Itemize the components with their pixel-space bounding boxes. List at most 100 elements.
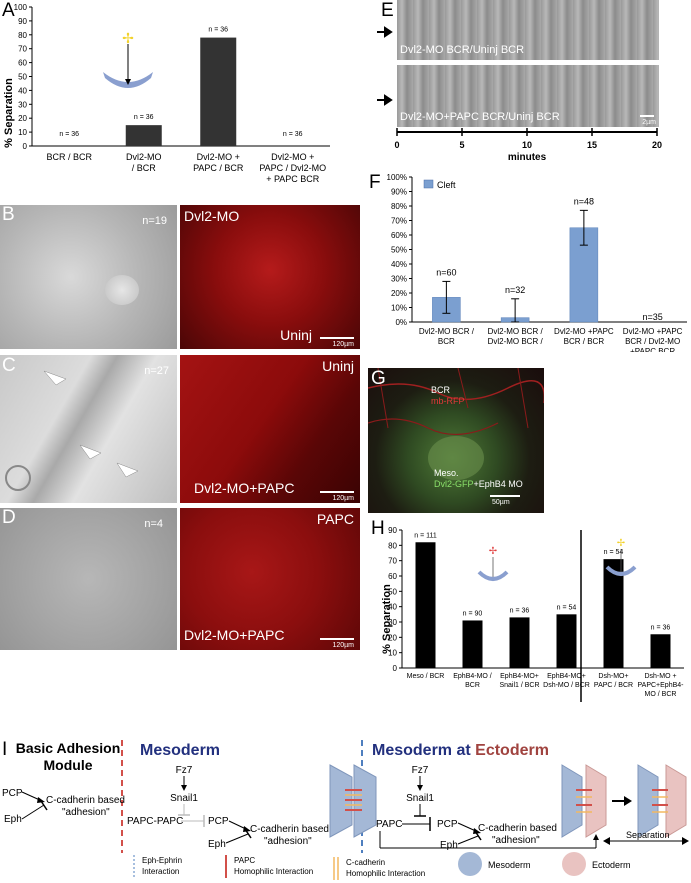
panel-a-bar <box>125 125 162 146</box>
panel-a-ytick-label: 30 <box>18 100 27 109</box>
panel-i-meso-pcp: PCP <box>208 816 229 827</box>
panel-f-x-label: Dvl2-MO BCR / Dvl2-MO BCR / <box>488 327 544 346</box>
panel-e-scale-label: 2µm <box>642 119 656 126</box>
panel-e-kymo2-label: Dvl2-MO+PAPC BCR/Uninj BCR <box>400 111 560 123</box>
legend-cad-1: C-cadherin <box>346 858 385 867</box>
panel-h-ytick-label: 90 <box>388 526 397 535</box>
svg-text:✢: ✢ <box>122 30 134 46</box>
panel-f-ytick-label: 50% <box>391 246 407 255</box>
panel-e-scale-bar <box>640 115 654 117</box>
panel-i-meso-cad-1: C-cadherin based <box>250 824 329 835</box>
panel-e-kymo1-label: Dvl2-MO BCR/Uninj BCR <box>400 44 525 56</box>
panel-i-separation: Separation <box>626 830 670 840</box>
panel-h-inset-diagram-right: ✢ <box>605 538 637 576</box>
panel-c-label-top: Uninj <box>322 358 354 374</box>
panel-g-mb: mb-RFP <box>431 396 465 406</box>
panel-i-meso-ecto-1: Mesoderm <box>372 742 452 759</box>
panel-d-letter: D <box>2 507 16 528</box>
panel-e-kymograph-1: Dvl2-MO BCR/Uninj BCR <box>397 0 659 60</box>
panel-a-x-label: Dvl2-MO + PAPC / Dvl2-MO + PAPC BCR <box>259 152 326 184</box>
panel-a-ytick-label: 60 <box>18 59 27 68</box>
panel-a-inset-diagram: ✢ <box>103 30 153 88</box>
panel-h-x-label: EphB4-MO / BCR <box>453 673 492 689</box>
panel-i-me-pcp: PCP <box>437 819 458 830</box>
panel-d-scale-bar <box>320 638 354 640</box>
panel-e-tick-label: 5 <box>459 140 464 150</box>
panel-e-kymograph-2: Dvl2-MO+PAPC BCR/Uninj BCR 2µm <box>397 65 659 127</box>
panel-h-x-label: EphB4-MO+ Snail1 / BCR <box>499 673 539 689</box>
panel-i-meso-papc-papc: PAPC-PAPC <box>127 816 183 827</box>
panel-h-ytick-label: 40 <box>388 603 397 612</box>
panel-h-ytick-label: 70 <box>388 557 397 566</box>
panel-b-label-bottom: Uninj <box>280 327 312 343</box>
panel-i-meso-title: Mesoderm <box>140 742 220 759</box>
panel-i-me-cad-2: "adhesion" <box>492 835 540 846</box>
panel-c-brightfield: n=27 <box>0 355 177 503</box>
panel-a-n-label: n = 36 <box>134 114 154 121</box>
panel-a-ytick-label: 50 <box>18 73 27 82</box>
panel-a-x-label: Dvl2-MO / BCR <box>126 152 162 173</box>
panel-i-me-snail1: Snail1 <box>406 793 434 804</box>
panel-f-ytick-label: 80% <box>391 202 407 211</box>
panel-c-scale-bar <box>320 491 354 493</box>
panel-h-n-label: n = 36 <box>651 624 671 631</box>
panel-f-ytick-label: 60% <box>391 231 407 240</box>
panel-f-letter: F <box>369 172 381 193</box>
panel-f-n-label: n=48 <box>574 196 594 206</box>
panel-h-bar <box>650 634 671 668</box>
panel-h-n-label: n = 90 <box>463 610 483 617</box>
panel-b-brightfield: n=19 <box>0 205 177 349</box>
panel-i-basic-title-2: Module <box>44 757 93 773</box>
panel-h-x-label: Dsh-MO+ PAPC / BCR <box>594 673 633 689</box>
panel-h-ytick-label: 30 <box>388 618 397 627</box>
panel-c-label-bottom: Dvl2-MO+PAPC <box>194 480 295 496</box>
panel-i-meso-tissue-icon <box>329 764 377 838</box>
panel-a-n-label: n = 36 <box>283 131 303 138</box>
panel-a-ytick-label: 90 <box>18 17 27 26</box>
panel-g-letter: G <box>371 368 386 389</box>
panel-i-basic-pcp: PCP <box>2 788 23 799</box>
panel-d-label-bottom: Dvl2-MO+PAPC <box>184 627 285 643</box>
legend-cad-2: Homophilic Interaction <box>346 869 425 878</box>
panel-f-ytick-label: 40% <box>391 260 407 269</box>
svg-text:Mesoderm at Ectoderm: Mesoderm at Ectoderm <box>372 742 549 759</box>
panel-i-me-fz7: Fz7 <box>412 765 429 776</box>
svg-text:✢: ✢ <box>617 538 625 549</box>
panel-c-fluorescence: Uninj Dvl2-MO+PAPC 120µm <box>180 355 360 503</box>
panel-f-ytick-label: 10% <box>391 304 407 313</box>
panel-a-x-label: Dvl2-MO + PAPC / BCR <box>193 152 244 173</box>
panel-e-xlabel: minutes <box>508 152 547 163</box>
panel-h-bar <box>603 559 624 668</box>
panel-i-tissue-after <box>637 764 687 838</box>
panel-i-meso-snail1: Snail1 <box>170 793 198 804</box>
panel-i-basic-cad-2: "adhesion" <box>62 807 110 818</box>
panel-h-x-label: Meso / BCR <box>407 673 445 680</box>
panel-i-meso-fz7: Fz7 <box>176 765 193 776</box>
panel-e-tick-label: 15 <box>587 140 597 150</box>
panel-a-ytick-label: 20 <box>18 114 27 123</box>
legend-eph-2: Interaction <box>142 867 179 876</box>
panel-i-legend: Eph-Ephrin Interaction PAPC Homophilic I… <box>133 852 631 880</box>
panel-c-scale-label: 120µm <box>332 495 354 502</box>
panel-h-x-label: Dsh-MO + PAPC+EphB4-MO / BCR <box>638 673 685 698</box>
panel-f-ytick-label: 70% <box>391 217 407 226</box>
panel-h-ytick-label: 0 <box>393 664 398 673</box>
panel-i-tissue-before <box>561 764 607 838</box>
panel-h-x-label: EphB4-MO+ Dsh-MO / BCR <box>543 673 590 689</box>
panel-a-chart: % Separation 0 10 20 30 40 50 60 70 80 90 100 n = … <box>3 3 330 184</box>
panel-h-ytick-label: 80 <box>388 541 397 550</box>
panel-i-me-cad-1: C-cadherin based <box>478 823 557 834</box>
panel-e-tick-label: 20 <box>652 140 662 150</box>
panel-f-ytick-label: 20% <box>391 289 407 298</box>
panel-f-legend-label: Cleft <box>437 180 456 190</box>
panel-f-n-label: n=32 <box>505 285 525 295</box>
panel-b-scale-bar <box>320 337 354 339</box>
panel-a-letter: A <box>2 0 15 21</box>
panel-h-ytick-label: 60 <box>388 572 397 581</box>
panel-h-bar <box>415 542 436 668</box>
panel-i-meso-ecto-2: Ectoderm <box>475 742 549 759</box>
panel-g-meso: Meso. <box>434 468 459 478</box>
panel-g-scale-label: 50µm <box>492 499 510 506</box>
panel-h-bar <box>462 620 483 668</box>
panel-e-tick-label: 10 <box>522 140 532 150</box>
